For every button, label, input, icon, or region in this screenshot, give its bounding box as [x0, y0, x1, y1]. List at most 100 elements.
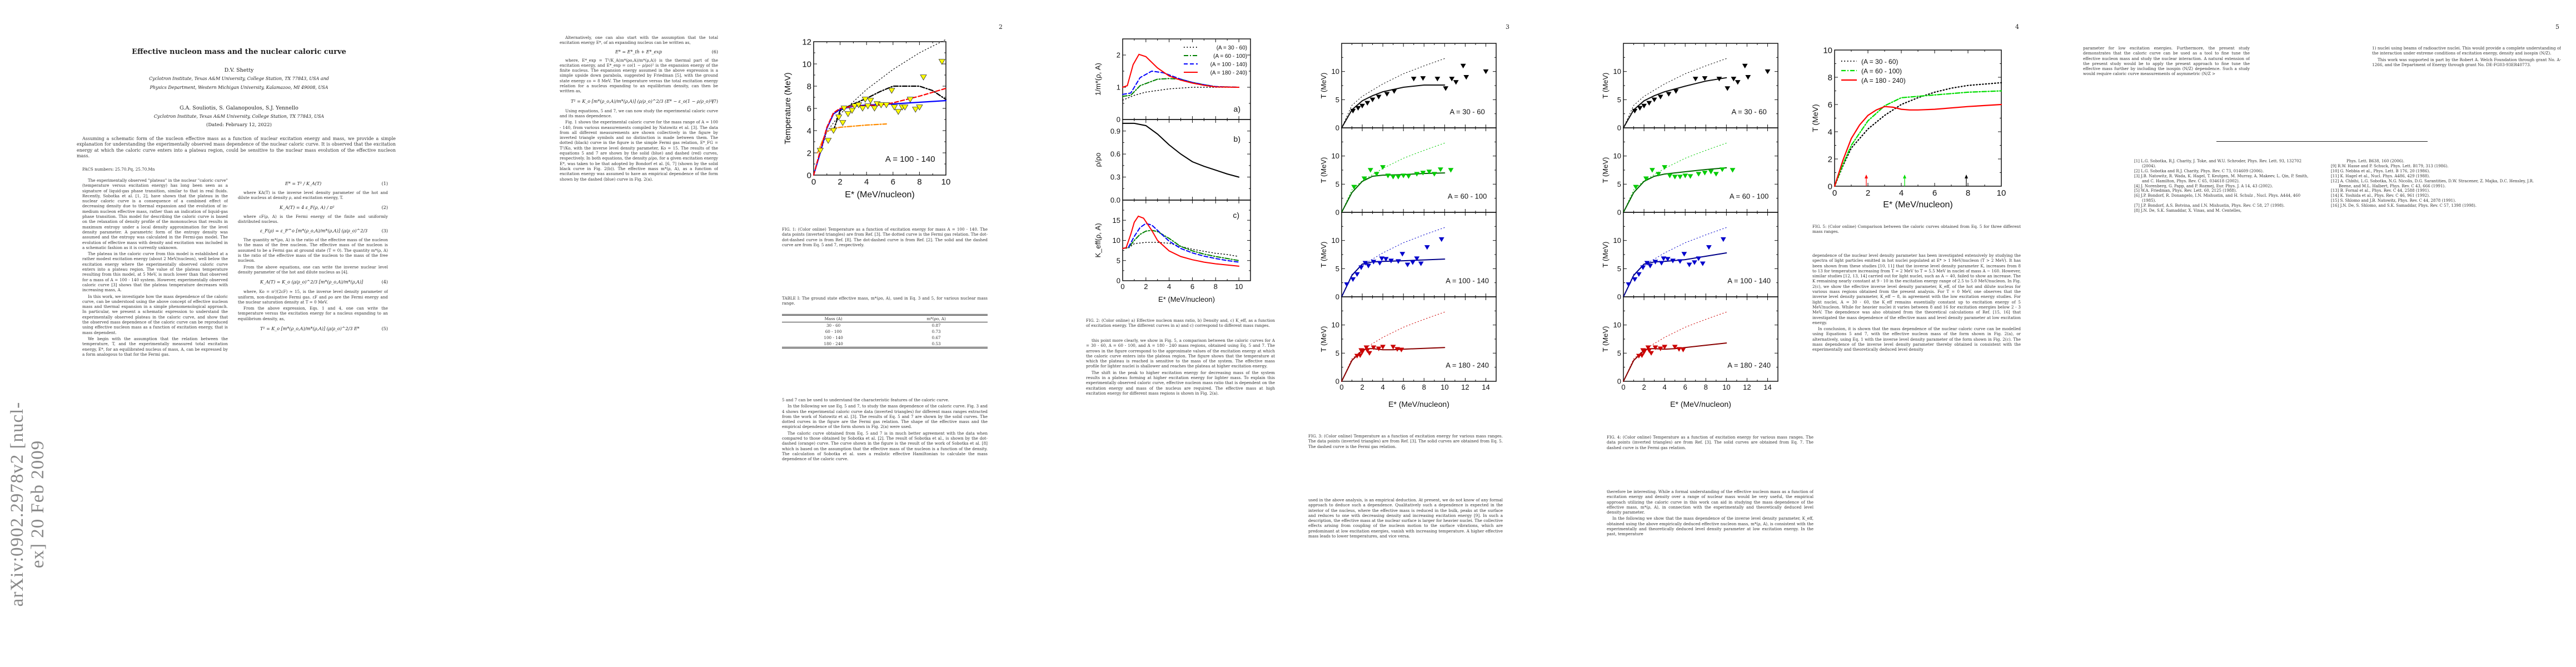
table-cell: 0.73 — [931, 329, 941, 334]
y-tick-label: 6 — [807, 104, 811, 113]
paragraph: The caloric curve obtained from Eq. 5 an… — [782, 430, 988, 462]
panel-label: b) — [1234, 135, 1240, 143]
legend-entry: (A = 30 - 60) — [1217, 45, 1247, 51]
data-point-triangle — [1420, 171, 1426, 176]
references-column-2: Phys. Lett. B638, 160 (2006). [9] R.W. H… — [2331, 159, 2542, 208]
reference-item: [8] J.N. De, S.K. Samaddar, X. Vinas, an… — [2134, 208, 2242, 213]
legend-entry: (A = 100 - 140) — [1210, 62, 1247, 68]
page2-column-1: Alternatively, one can also start with t… — [560, 35, 718, 658]
x-tick-label: 0 — [1832, 188, 1837, 198]
y-tick-label: 0 — [1117, 116, 1120, 124]
series-line — [1122, 223, 1240, 263]
data-point-triangle — [1680, 347, 1686, 352]
data-point-triangle — [1648, 351, 1654, 356]
data-point-triangle — [938, 59, 946, 65]
data-point-triangle — [1399, 252, 1406, 257]
data-point-triangle — [824, 138, 832, 144]
x-tick-label: 0 — [1120, 282, 1124, 291]
data-point-triangle — [1460, 63, 1466, 69]
data-point-triangle — [1398, 347, 1404, 352]
data-point-triangle — [1364, 348, 1371, 353]
data-point-triangle — [1687, 174, 1693, 179]
data-point-triangle — [1745, 75, 1751, 80]
x-tick-label: 6 — [1190, 282, 1194, 291]
x-tick-label: 2 — [1360, 383, 1364, 391]
y-tick-label: 8 — [807, 82, 811, 91]
data-point-triangle — [1367, 168, 1373, 173]
dated: (Dated: February 12, 2022) — [206, 122, 272, 128]
page-1: Effective nucleon mass and the nuclear c… — [0, 0, 515, 667]
series-line — [1833, 90, 2002, 187]
data-point-triangle — [1391, 89, 1397, 94]
table-cell: 100 - 140 — [824, 335, 843, 340]
data-point-triangle — [1354, 272, 1360, 277]
data-point-triangle — [1426, 170, 1432, 175]
data-point-triangle — [1380, 345, 1386, 350]
y-tick-label: 0.6 — [1110, 150, 1120, 158]
affiliation-1a: Cyclotron Institute, Texas A&M Universit… — [149, 76, 329, 81]
x-tick-label: 8 — [1214, 282, 1218, 291]
data-point-triangle — [1691, 260, 1697, 265]
data-point-triangle — [901, 104, 909, 111]
data-point-triangle — [1706, 245, 1712, 250]
page-number: 4 — [2015, 23, 2019, 31]
data-point-triangle — [835, 115, 843, 121]
y-tick-label: 10 — [802, 59, 811, 69]
reference-item: [1] L.G. Sobotka, R.J. Charity, J. Toke,… — [2134, 159, 2302, 168]
references-column-1: [1] L.G. Sobotka, R.J. Charity, J. Toke,… — [2134, 159, 2309, 213]
data-point-triangle — [1448, 168, 1454, 173]
paragraph: In this work, we investigate how the mas… — [82, 293, 228, 335]
paragraph: In the following we show that the mass d… — [1607, 516, 1813, 537]
data-point-triangle — [1344, 282, 1350, 287]
x-tick-label: 2 — [838, 177, 842, 187]
x-tick-label: 10 — [941, 177, 950, 187]
data-point-triangle — [1357, 353, 1363, 358]
data-point-triangle — [1367, 351, 1372, 356]
series-line — [1122, 87, 1239, 101]
y-tick-label: 0 — [1336, 124, 1339, 132]
y-tick-label: 10 — [1613, 321, 1621, 329]
table-cell: 60 - 100 — [825, 329, 842, 334]
paragraph: This work was supported in part by the R… — [2372, 57, 2561, 67]
paragraph: The plateau in the caloric curve from th… — [82, 251, 228, 293]
y-tick-label: 12 — [802, 37, 811, 47]
equation-6: E* = E*_th + E*_exp — [615, 49, 662, 54]
data-point-triangle — [1483, 69, 1489, 74]
x-tick-label: 14 — [1482, 383, 1489, 391]
data-point-triangle — [1438, 237, 1444, 242]
page2-column-2: 5 and 7 can be used to understand the ch… — [782, 397, 988, 659]
data-point-triangle — [1676, 347, 1682, 352]
model-curve — [1341, 258, 1446, 297]
data-point-triangle — [1702, 76, 1708, 81]
paragraph: The experimentally observed "plateau" in… — [82, 178, 228, 250]
plot-frame — [1834, 49, 2002, 187]
data-point-triangle — [1424, 245, 1430, 250]
x-tick-label: 10 — [1997, 188, 2006, 198]
y-axis-label: T (MeV) — [1601, 326, 1610, 352]
x-tick-label: 4 — [1167, 282, 1171, 291]
reference-item: [3] J.B. Natowitz, R. Wada, K. Hagel, T.… — [2134, 173, 2309, 183]
equation-7: T² = K_o [m*(ρ_o,A)/m*(ρ,A)] (ρ/ρ_o)^2/3… — [571, 98, 714, 104]
figure-4-caption: FIG. 4: (Color online) Temperature as a … — [1607, 435, 1813, 450]
x-tick-label: 2 — [1866, 188, 1870, 198]
y-axis-label: T (MeV) — [1319, 157, 1328, 183]
legend-entry: (A = 60 - 100) — [1861, 67, 1902, 75]
page3-column-1: this point more clearly, we show in Fig.… — [1086, 338, 1275, 658]
data-point-triangle — [861, 97, 869, 103]
data-point-triangle — [1359, 350, 1365, 355]
y-tick-label: 0 — [1336, 377, 1339, 386]
y-tick-label: 5 — [1336, 96, 1339, 104]
x-tick-label: 12 — [1743, 383, 1751, 391]
x-axis-label: E* (MeV/nucleon) — [1883, 200, 1952, 210]
data-point-triangle — [1350, 108, 1356, 114]
legend-entry: (A = 30 - 60) — [1861, 58, 1898, 66]
data-point-triangle — [1657, 346, 1663, 351]
data-point-triangle — [1359, 103, 1365, 109]
paragraph: Using equations, 5 and 7, we can now stu… — [560, 108, 718, 118]
y-tick-label: 0 — [1336, 293, 1339, 301]
equation-number: (3) — [381, 228, 388, 234]
data-point-triangle — [1677, 175, 1683, 180]
reference-item: [4] J. Norenberg, G. Papp, and P. Rozmej… — [2134, 183, 2273, 188]
data-point-triangle — [1686, 262, 1692, 267]
data-point-triangle — [1643, 176, 1649, 181]
